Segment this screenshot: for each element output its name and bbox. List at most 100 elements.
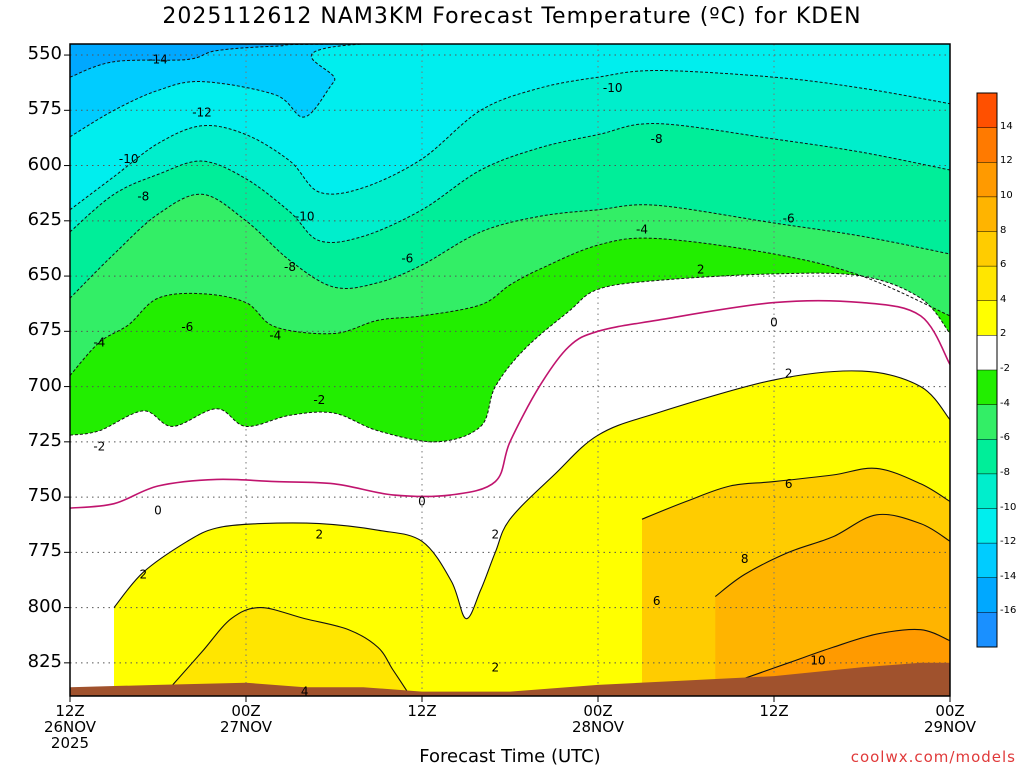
- contour--12: [70, 44, 950, 138]
- colorbar-swatch: [977, 335, 997, 371]
- contour-label: -2: [93, 439, 105, 453]
- colorbar-label: -2: [1000, 363, 1010, 374]
- contour-lines: [70, 44, 950, 692]
- contour--2: [70, 272, 950, 443]
- contour-label: -10: [295, 209, 315, 223]
- colorbar-swatch: [977, 473, 997, 509]
- colorbar-swatch: [977, 577, 997, 613]
- colorbar-label: -16: [1000, 605, 1017, 617]
- contour-label: -10: [603, 81, 623, 95]
- contour-label: -8: [137, 190, 149, 204]
- y-tick-label: 550: [27, 43, 62, 65]
- colorbar-label: 14: [1000, 120, 1013, 132]
- contour-label: -2: [313, 393, 325, 407]
- colorbar-label: 4: [1000, 293, 1007, 305]
- contour-label: 10: [810, 654, 825, 668]
- contour-2: [113, 370, 950, 620]
- y-tick-label: 575: [27, 98, 62, 120]
- y-tick-label: 750: [27, 485, 62, 507]
- x-axis-title: Forecast Time (UTC): [419, 746, 601, 767]
- y-tick-label: 625: [27, 208, 62, 230]
- contour-label: -12: [192, 106, 212, 120]
- contour-label: 2: [316, 528, 324, 542]
- contour-label: 8: [741, 552, 749, 566]
- colorbar-swatch: [977, 543, 997, 579]
- contour-label: 6: [653, 594, 661, 608]
- contour-label: -14: [148, 52, 168, 66]
- contour-label: 4: [301, 685, 309, 699]
- contour-label: 2: [697, 262, 705, 276]
- colorbar-swatch: [977, 508, 997, 544]
- colorbar-label: -4: [1000, 397, 1010, 409]
- contour-label: -4: [269, 329, 281, 343]
- temperature-bands: [70, 44, 950, 696]
- colorbar-label: 10: [1000, 189, 1013, 201]
- colorbar-label: -12: [1000, 536, 1017, 548]
- contour-4: [172, 607, 408, 692]
- x-tick-label: 12Z: [759, 702, 789, 720]
- contour-label: 0: [770, 315, 778, 329]
- y-tick-label: 675: [27, 319, 62, 341]
- x-tick-label: 00Z 28NOV: [571, 702, 625, 736]
- colorbar-swatch: [977, 196, 997, 232]
- contour-label: -10: [119, 152, 139, 166]
- grid-lines: [70, 44, 950, 696]
- contour-label: 2: [140, 567, 148, 581]
- chart-title: 2025112612 NAM3KM Forecast Temperature (…: [162, 4, 862, 29]
- credit-link[interactable]: coolwx.com/models: [850, 748, 1016, 766]
- colorbar-label: -14: [1000, 570, 1017, 582]
- axis-ticks: [64, 54, 951, 702]
- contour-label: -4: [93, 335, 105, 349]
- x-tick-label: 12Z: [407, 702, 437, 720]
- contour--4: [70, 237, 950, 376]
- y-tick-label: 800: [27, 595, 62, 617]
- contour-label: -4: [636, 223, 648, 237]
- x-tick-label: 12Z 26NOV 2025: [43, 702, 97, 752]
- colorbar-swatch: [977, 127, 997, 163]
- y-tick-label: 600: [27, 153, 62, 175]
- contour-6: [641, 467, 950, 520]
- colorbar-swatch: [977, 266, 997, 302]
- colorbar-swatch: [977, 162, 997, 198]
- colorbar-swatch: [977, 231, 997, 267]
- contour-label: 2: [785, 366, 793, 380]
- contour-label: 2: [492, 660, 500, 674]
- colorbar-swatch: [977, 370, 997, 406]
- contour--14: [70, 44, 950, 78]
- colorbar: [976, 92, 998, 648]
- colorbar-label: -8: [1000, 466, 1010, 478]
- contour-8: [714, 513, 950, 597]
- colorbar-swatch: [977, 439, 997, 475]
- colorbar-label: -6: [1000, 432, 1010, 444]
- contour-label: -6: [783, 212, 795, 226]
- colorbar-label: -10: [1000, 501, 1017, 513]
- x-tick-label: 00Z 29NOV: [923, 702, 977, 736]
- contour--8: [70, 123, 950, 243]
- y-tick-label: 775: [27, 540, 62, 562]
- contour-label: -8: [651, 132, 663, 146]
- contour-label: 0: [418, 495, 426, 509]
- colorbar-swatch: [977, 300, 997, 336]
- x-tick-label: 00Z 27NOV: [219, 702, 273, 736]
- contour-0: [70, 299, 950, 509]
- contour--6: [70, 193, 950, 299]
- colorbar-swatch: [977, 612, 997, 648]
- plot-frame: [69, 43, 951, 697]
- y-tick-label: 650: [27, 264, 62, 286]
- contour-label: -8: [284, 260, 296, 274]
- y-tick-label: 725: [27, 429, 62, 451]
- y-tick-label: 700: [27, 374, 62, 396]
- contour-label: 6: [785, 477, 793, 491]
- terrain: [70, 662, 950, 696]
- contour-10: [744, 628, 950, 679]
- contour-label: 0: [154, 503, 162, 517]
- y-tick-label: 825: [27, 650, 62, 672]
- colorbar-label: 6: [1000, 259, 1007, 271]
- colorbar-swatch: [977, 404, 997, 440]
- contour-label: -6: [401, 251, 413, 265]
- contour-label: 2: [492, 528, 500, 542]
- colorbar-swatch: [977, 93, 997, 129]
- contour-label: -6: [181, 320, 193, 334]
- terrain-fill: [70, 662, 950, 696]
